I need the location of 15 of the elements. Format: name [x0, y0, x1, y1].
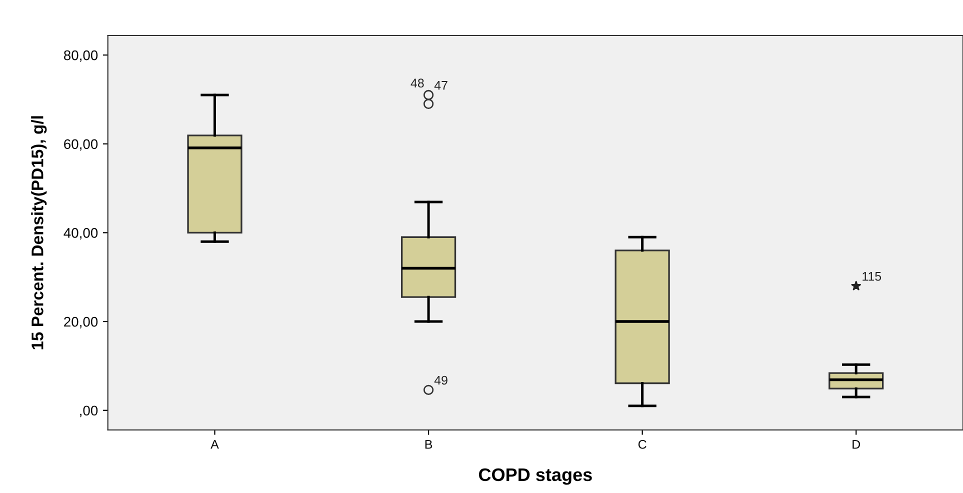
x-axis-title: COPD stages [478, 468, 592, 485]
y-tick-label: 20,00 [64, 316, 98, 328]
annotation: 47 [434, 81, 448, 90]
x-tick-label: C [638, 440, 646, 449]
y-tick-label: 40,00 [64, 228, 98, 240]
y-tick-label: ,00 [80, 406, 98, 418]
y-tick-label: 60,00 [64, 139, 98, 151]
x-tick-label: D [852, 440, 860, 449]
annotation: 49 [434, 376, 448, 385]
annotation: 48 [410, 78, 424, 88]
annotation: 115 [862, 272, 882, 281]
x-tick-label: A [210, 440, 219, 449]
y-axis-title: 15 Percent. Density(PD15), g/l [31, 116, 47, 350]
x-tick-label: B [425, 440, 432, 449]
y-tick-label: 80,00 [64, 50, 98, 62]
